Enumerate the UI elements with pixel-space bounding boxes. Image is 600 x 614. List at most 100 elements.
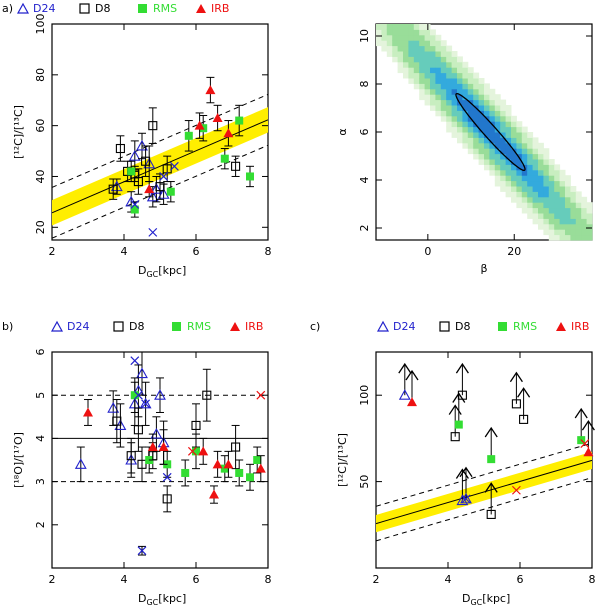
heatmap-cell (430, 83, 436, 90)
heatmap-cell (554, 175, 561, 182)
plot-frame-b (51, 351, 269, 569)
point-irb (144, 184, 155, 194)
heatmap-cell (435, 34, 442, 41)
heatmap-cell (494, 159, 501, 165)
heatmap-cell (392, 56, 399, 63)
heatmap-cell (516, 121, 523, 128)
point-irb (205, 85, 216, 95)
heatmap-cell (505, 180, 512, 187)
heatmap-cell (559, 175, 566, 182)
point-rms (246, 172, 254, 181)
fit-dispersion-line (51, 93, 269, 188)
heatmap-cell (403, 72, 409, 79)
y-tick-label: 20 (34, 220, 47, 234)
heatmap-cell (505, 132, 512, 138)
heatmap-cell (478, 159, 485, 165)
heatmap-cell (473, 148, 480, 155)
x-tick-label: 6 (193, 245, 200, 258)
heatmap-cell (554, 202, 561, 209)
heatmap-cell (435, 99, 442, 106)
heatmap-cell (559, 229, 566, 236)
heatmap-cell (424, 45, 431, 52)
heatmap-cell (478, 115, 485, 122)
panel-a-label: a) (2, 2, 13, 15)
heatmap-cell (532, 191, 539, 198)
heatmap-cell (489, 105, 496, 111)
heatmap-cell (440, 78, 447, 84)
heatmap-cell (581, 196, 588, 203)
heatmap-cell (467, 126, 474, 133)
heatmap-cell (473, 72, 480, 79)
heatmap-cell (430, 29, 436, 36)
heatmap-cell (570, 229, 577, 236)
heatmap-cell (484, 99, 490, 106)
point-d8 (155, 182, 165, 192)
heatmap-cell (548, 186, 555, 192)
point-irb (255, 463, 266, 473)
heatmap-cell (397, 29, 404, 36)
heatmap-cell (505, 115, 512, 122)
x-axis-label: DGC[kpc] (138, 264, 186, 279)
point-rms (487, 455, 496, 464)
heatmap-cell (403, 51, 409, 57)
heatmap-cell (462, 110, 469, 117)
heatmap-cell (392, 24, 399, 30)
point-d8 (519, 414, 529, 424)
point-d24-x (137, 546, 147, 556)
heatmap-cell (473, 110, 480, 117)
heatmap-cell (538, 196, 544, 203)
heatmap-cell (435, 51, 442, 57)
heatmap-cell (435, 56, 442, 63)
heatmap-cell (462, 121, 469, 128)
point-irb (158, 442, 169, 452)
heatmap-cell (413, 83, 420, 90)
heatmap-cell (451, 115, 458, 122)
heatmap-cell (489, 164, 496, 171)
heatmap-cell (532, 153, 539, 160)
heatmap-cell (435, 45, 442, 52)
heatmap-cell (457, 110, 463, 117)
heatmap-cell (521, 137, 528, 144)
heatmap-cell (565, 191, 571, 198)
heatmap-cell (413, 45, 420, 52)
heatmap-cell (467, 67, 474, 74)
heatmap-cell (478, 142, 485, 149)
heatmap-cell (451, 99, 458, 106)
x-axis-label: DGC[kpc] (462, 592, 510, 607)
heatmap-cell (397, 67, 404, 74)
heatmap-cell (581, 202, 588, 209)
heatmap-cell (565, 234, 571, 241)
heatmap-cell (484, 105, 490, 111)
heatmap-cell (538, 191, 544, 198)
heatmap-cell (403, 67, 409, 74)
heatmap-cell (462, 83, 469, 90)
heatmap-cell (500, 126, 507, 133)
heatmap-cell (408, 61, 415, 68)
heatmap-cell (451, 110, 458, 117)
heatmap-cell (494, 164, 501, 171)
point-rms (235, 468, 244, 477)
point-d24-x (461, 494, 471, 504)
point-irb-x (580, 439, 590, 449)
heatmap-cell (451, 88, 458, 95)
legend-c: D24 D8 RMS IRB (376, 320, 589, 333)
heatmap-cell (440, 61, 447, 68)
heatmap-cell (575, 223, 582, 230)
heatmap-cell (543, 159, 550, 165)
heatmap-cell (559, 213, 566, 219)
heatmap-cell (435, 105, 442, 111)
heatmap-cell (500, 121, 507, 128)
heatmap-cell (424, 99, 431, 106)
heatmap-cell (581, 223, 588, 230)
heatmap-cell (397, 34, 404, 41)
heatmap-cell (570, 191, 577, 198)
point-rms (235, 116, 244, 125)
heatmap-cell (511, 196, 517, 203)
heatmap-cell (473, 88, 480, 95)
heatmap-cell (386, 24, 393, 30)
heatmap-cell (532, 169, 539, 176)
heatmap-cell (548, 229, 555, 236)
heatmap-cell (494, 94, 501, 101)
heatmap-cell (478, 99, 485, 106)
heatmap-cell (424, 72, 431, 79)
